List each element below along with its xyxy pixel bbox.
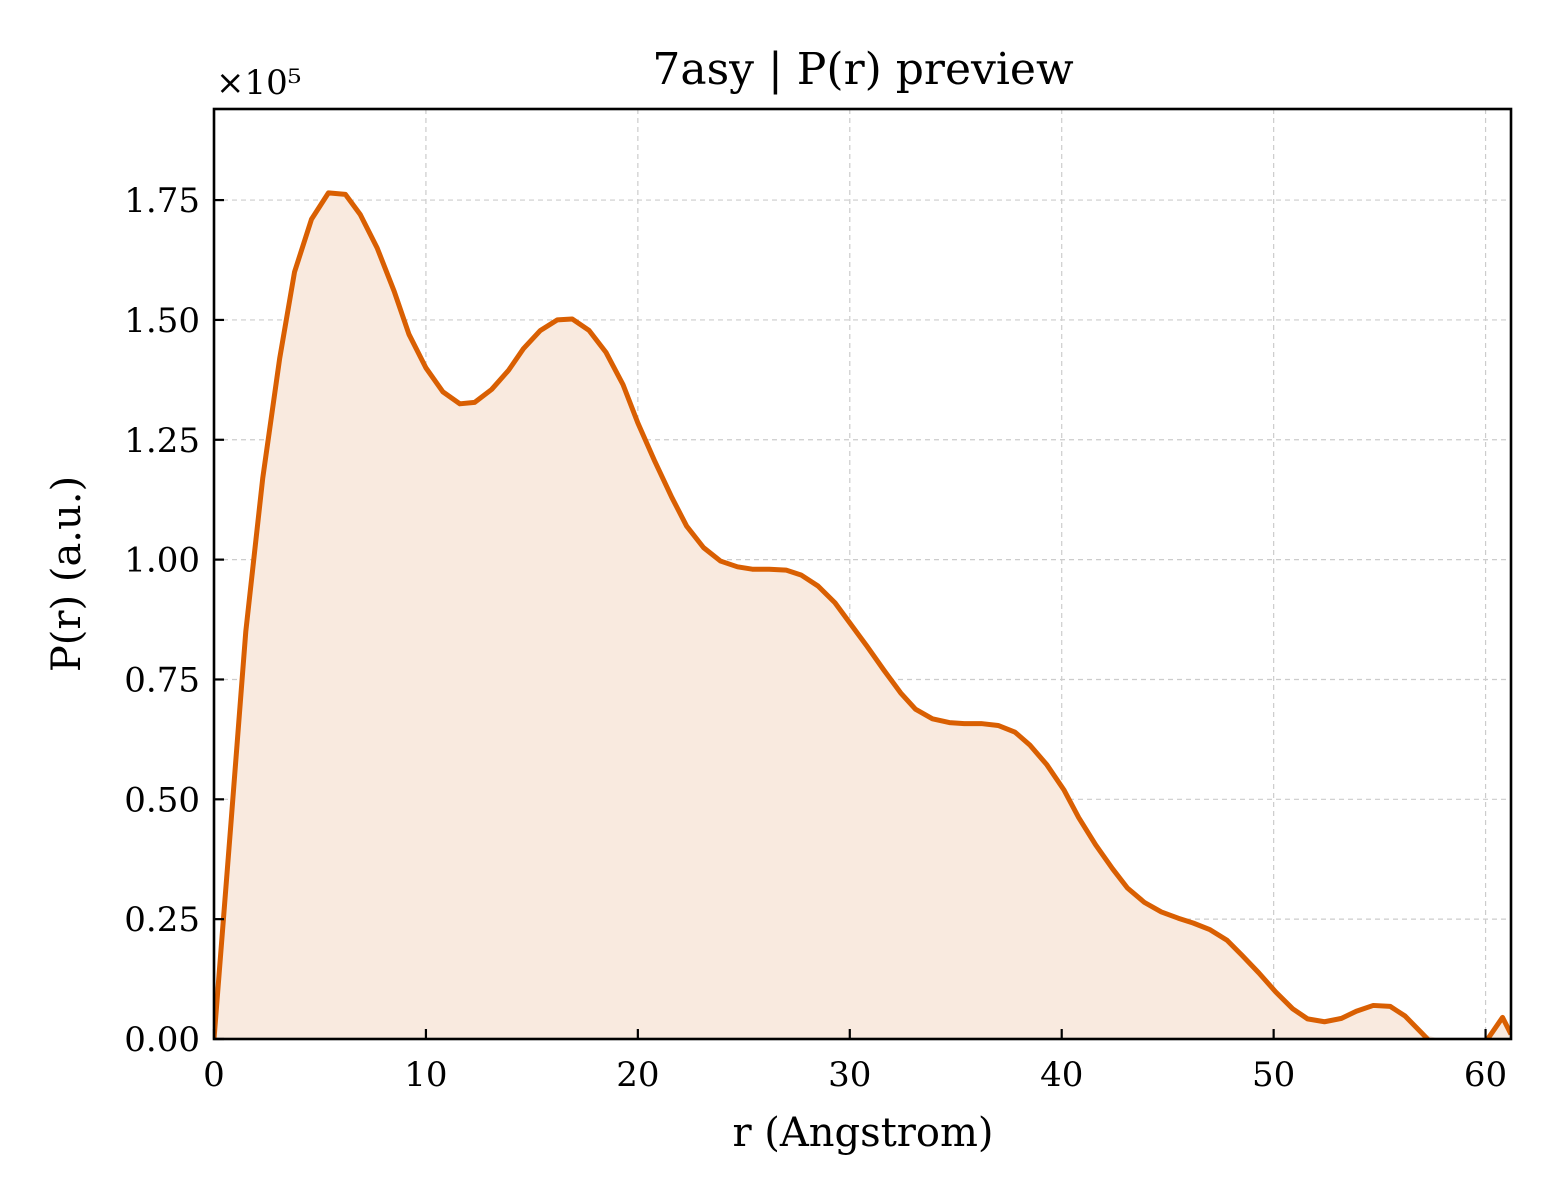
y-tick-label: 1.00 bbox=[124, 541, 200, 581]
plot-frame bbox=[212, 107, 1513, 1041]
axis-ticks: 0 10 20 30 40 50 60 0.00 0.25 0.50 0.75 1.00 1.25 1.5… bbox=[124, 181, 1507, 1095]
y-tick-label: 1.75 bbox=[124, 181, 200, 221]
x-tick-label: 50 bbox=[1252, 1055, 1295, 1095]
x-axis-label: r (Angstrom) bbox=[732, 1110, 993, 1156]
y-tick-label: 0.50 bbox=[124, 780, 200, 820]
x-tick-label: 20 bbox=[616, 1055, 659, 1095]
y-tick-label: 0.75 bbox=[124, 660, 200, 700]
x-tick-label: 60 bbox=[1464, 1055, 1507, 1095]
y-tick-label: 1.50 bbox=[124, 301, 200, 341]
y-tick-label: 1.25 bbox=[124, 421, 200, 461]
pr-line bbox=[214, 190, 1511, 1039]
x-tick-label: 30 bbox=[828, 1055, 871, 1095]
y-tick-label: 0.25 bbox=[124, 900, 200, 940]
y-axis-label: P(r) (a.u.) bbox=[44, 476, 90, 672]
x-tick-label: 40 bbox=[1040, 1055, 1083, 1095]
chart-title: 7asy | P(r) preview bbox=[652, 44, 1074, 95]
x-tick-label: 0 bbox=[203, 1055, 225, 1095]
y-multiplier-label: ×10⁵ bbox=[216, 63, 301, 103]
x-tick-label: 10 bbox=[404, 1055, 447, 1095]
y-tick-label: 0.00 bbox=[124, 1020, 200, 1060]
pr-area-fill bbox=[214, 192, 1511, 1039]
